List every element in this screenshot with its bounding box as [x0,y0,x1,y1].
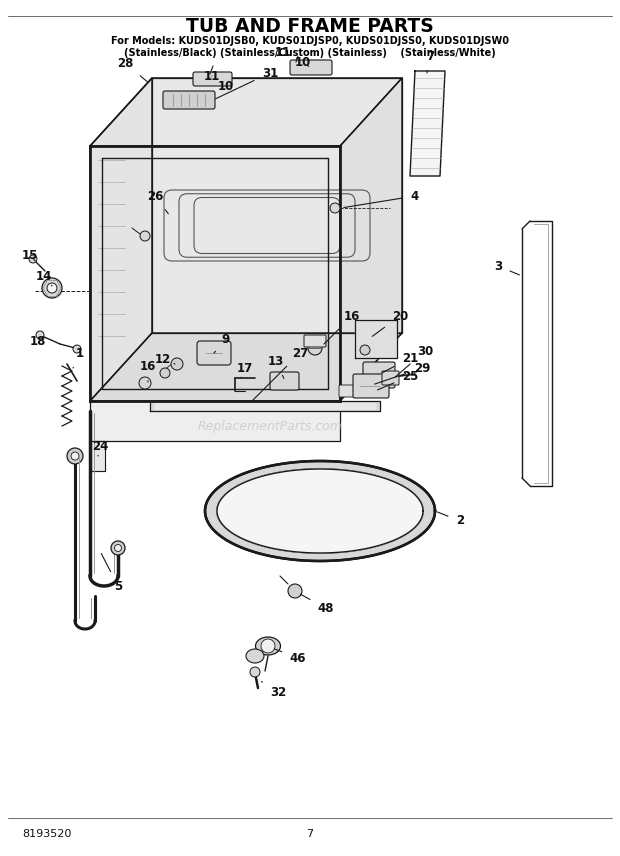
Circle shape [111,541,125,555]
Text: 28: 28 [117,56,148,82]
Circle shape [140,231,150,241]
Text: 25: 25 [378,370,418,389]
Text: (Stainless/Black) (Stainless/Custom) (Stainless)    (Stainless/White): (Stainless/Black) (Stainless/Custom) (St… [124,48,496,58]
Text: 5: 5 [101,554,122,592]
Text: 18: 18 [30,335,46,348]
Text: 11: 11 [275,45,299,62]
FancyBboxPatch shape [193,72,232,86]
Text: 4: 4 [343,189,419,207]
Text: 29: 29 [374,361,430,384]
Circle shape [250,667,260,677]
FancyBboxPatch shape [382,371,399,385]
Circle shape [29,255,37,263]
Circle shape [360,345,370,355]
FancyBboxPatch shape [353,374,389,398]
Text: 7: 7 [306,829,314,839]
Ellipse shape [255,637,280,655]
Circle shape [115,544,122,551]
Polygon shape [152,78,402,333]
Circle shape [330,203,340,213]
Text: 16: 16 [140,360,156,382]
Text: 15: 15 [22,248,38,261]
Text: 9: 9 [214,332,230,353]
Circle shape [308,341,322,355]
Text: 48: 48 [301,594,334,615]
Text: 20: 20 [372,310,408,336]
Polygon shape [340,78,402,401]
Polygon shape [217,469,423,553]
FancyBboxPatch shape [363,362,395,388]
Text: 30: 30 [395,344,433,377]
Text: 7: 7 [426,50,434,73]
FancyBboxPatch shape [270,372,299,390]
Text: 13: 13 [268,354,284,378]
Text: 32: 32 [262,681,286,698]
Circle shape [71,452,79,460]
Polygon shape [150,401,380,411]
FancyBboxPatch shape [197,341,231,365]
Circle shape [73,345,81,353]
Text: 16: 16 [324,310,360,344]
Ellipse shape [246,649,264,663]
Text: 31: 31 [216,67,278,98]
Polygon shape [90,78,152,401]
Polygon shape [155,403,375,409]
Text: 2: 2 [438,512,464,527]
Text: 17: 17 [237,361,253,377]
Circle shape [36,331,44,339]
Text: 12: 12 [155,353,175,366]
FancyBboxPatch shape [339,385,376,397]
Polygon shape [410,71,445,176]
Circle shape [42,278,62,298]
Text: 8193520: 8193520 [22,829,71,839]
Text: 24: 24 [92,439,108,456]
Text: 46: 46 [275,649,306,664]
Circle shape [261,639,275,653]
Text: For Models: KUDS01DJSB0, KUDS01DJSP0, KUDS01DJSS0, KUDS01DJSW0: For Models: KUDS01DJSB0, KUDS01DJSP0, KU… [111,36,509,46]
Text: 26: 26 [147,189,169,214]
Text: 3: 3 [494,259,520,275]
Polygon shape [355,320,397,358]
Text: 1: 1 [73,347,84,368]
Circle shape [160,368,170,378]
Text: 10: 10 [295,56,311,68]
Circle shape [139,377,151,389]
Polygon shape [90,401,340,441]
Text: TUB AND FRAME PARTS: TUB AND FRAME PARTS [186,16,434,35]
FancyBboxPatch shape [304,335,326,347]
Circle shape [288,584,302,598]
Circle shape [171,358,183,370]
Text: ReplacementParts.com: ReplacementParts.com [198,419,342,432]
Text: 11: 11 [204,69,220,82]
Circle shape [47,283,57,293]
Text: 21: 21 [383,352,418,372]
Circle shape [67,448,83,464]
Text: 14: 14 [36,270,52,286]
Polygon shape [90,333,402,401]
FancyBboxPatch shape [290,60,332,75]
Polygon shape [205,461,435,561]
FancyBboxPatch shape [163,91,215,109]
Polygon shape [90,441,105,471]
Polygon shape [90,78,402,146]
Text: 27: 27 [252,347,308,401]
Text: 10: 10 [210,78,234,92]
